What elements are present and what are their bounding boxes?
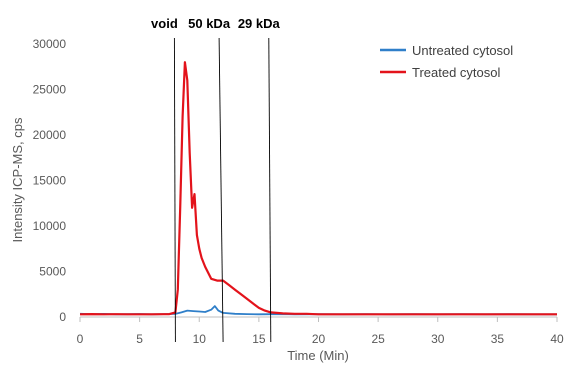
y-axis-title: Intensity ICP-MS, cps xyxy=(10,117,25,242)
x-tick-label: 0 xyxy=(77,332,84,346)
y-tick-label: 25000 xyxy=(33,83,67,97)
y-tick-label: 0 xyxy=(59,310,66,324)
series-line-treated xyxy=(79,61,557,316)
annotation-group: void 50 kDa 29 kDa xyxy=(151,16,281,343)
x-axis-title: Time (Min) xyxy=(287,348,349,363)
y-tick-label: 10000 xyxy=(33,219,67,233)
tick-group: 0 5 10 15 20 25 30 35 40 0 5000 10000 15000 20000 2500… xyxy=(33,37,564,346)
x-tick-label: 25 xyxy=(371,332,385,346)
marker-label: 50 kDa xyxy=(188,16,231,31)
marker-label: 29 kDa xyxy=(238,16,281,31)
y-tick-label: 30000 xyxy=(33,37,67,51)
marker-label: void xyxy=(151,16,178,31)
series-group xyxy=(79,61,557,316)
marker-line xyxy=(268,37,272,343)
marker-line xyxy=(173,37,176,343)
x-tick-label: 20 xyxy=(312,332,326,346)
x-tick-label: 10 xyxy=(193,332,207,346)
x-tick-label: 15 xyxy=(252,332,266,346)
y-tick-label: 20000 xyxy=(33,128,67,142)
x-tick-label: 5 xyxy=(136,332,143,346)
series-line-untreated xyxy=(79,305,557,316)
y-tick-label: 5000 xyxy=(39,265,66,279)
legend: Untreated cytosol Treated cytosol xyxy=(380,43,513,80)
x-tick-label: 35 xyxy=(491,332,505,346)
legend-label-treated: Treated cytosol xyxy=(412,65,501,80)
y-tick-label: 15000 xyxy=(33,174,67,188)
x-tick-label: 30 xyxy=(431,332,445,346)
legend-label-untreated: Untreated cytosol xyxy=(412,43,513,58)
x-tick-label: 40 xyxy=(550,332,564,346)
marker-line xyxy=(218,37,224,343)
